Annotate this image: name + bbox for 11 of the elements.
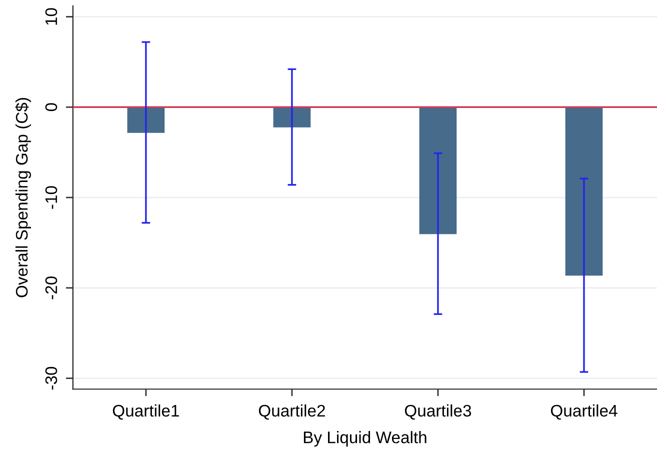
y-tick-label: -20	[45, 276, 58, 300]
y-tick-label: -30	[45, 366, 58, 390]
x-tick-label: Quartile3	[404, 404, 472, 420]
x-tick-label: Quartile4	[550, 404, 618, 420]
y-tick-label: 10	[45, 8, 58, 25]
y-tick-label: -10	[45, 186, 58, 209]
x-axis-title: By Liquid Wealth	[304, 431, 426, 447]
x-tick-label: Quartile2	[258, 404, 325, 420]
y-axis-title: Overall Spending Gap (C$)	[15, 98, 31, 298]
y-tick-label: 0	[45, 103, 58, 112]
x-tick-label: Quartile1	[112, 404, 179, 420]
